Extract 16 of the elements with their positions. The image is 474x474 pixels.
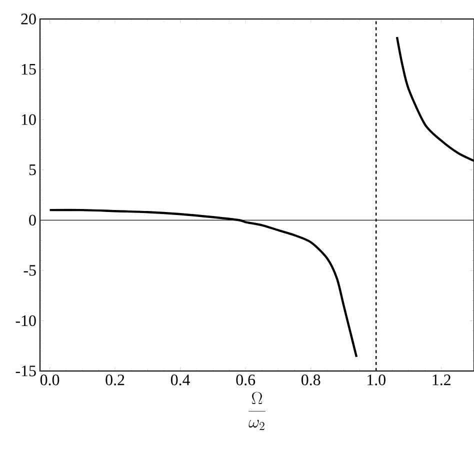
y-tick-label: 10 — [22, 114, 36, 125]
x-tick-label: 1.2 — [432, 374, 450, 386]
x-tick-label: 0.6 — [236, 374, 256, 386]
x-axis-title: $\frac{\Omega}{\omega_2}$ — [248, 392, 266, 430]
x-tick-label: 0.8 — [301, 374, 320, 386]
y-tick-label: -15 — [16, 366, 36, 376]
x-tick-label: 1.0 — [368, 374, 386, 386]
y-tick-label: 15 — [22, 64, 36, 75]
x-tick-label: 0.0 — [40, 374, 60, 386]
y-tick-label: 20 — [21, 14, 36, 24]
y-tick-label: 0 — [29, 214, 36, 226]
x-tick-label: 0.4 — [170, 374, 190, 386]
y-tick-label: -5 — [24, 265, 36, 276]
y-tick-label: 5 — [29, 164, 36, 176]
y-tick-label: -10 — [16, 315, 36, 326]
x-tick-label: 0.2 — [106, 374, 124, 386]
